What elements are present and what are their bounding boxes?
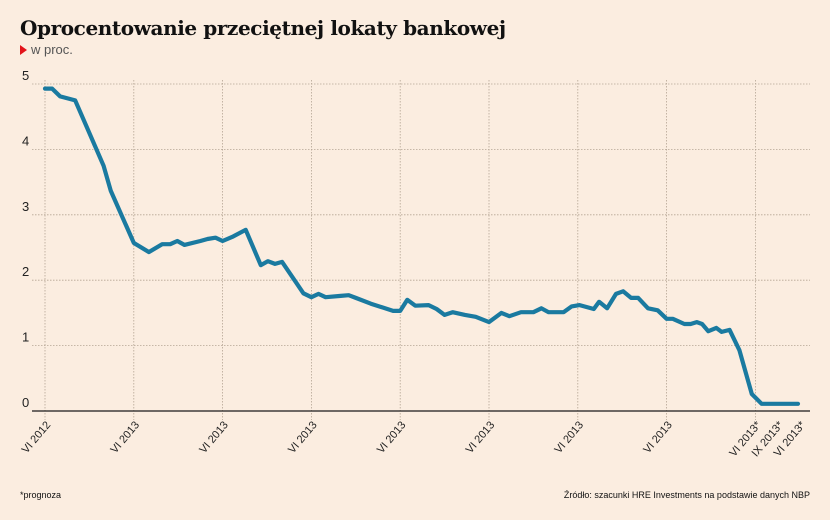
source-note: Źródło: szacunki HRE Investments na pods… [563, 490, 810, 500]
y-tick-label: 2 [22, 264, 29, 279]
chart-title: Oprocentowanie przeciętnej lokaty bankow… [20, 16, 506, 40]
red-triangle-icon [20, 44, 27, 55]
x-tick-label: VI 2012 [20, 419, 54, 456]
y-tick-label: 1 [22, 330, 29, 345]
unit-label: w proc. [31, 42, 73, 57]
y-tick-label: 0 [22, 395, 29, 410]
series-line [42, 86, 801, 406]
x-tick-label: VI 2013 [464, 419, 498, 456]
y-axis: 0 1 2 3 4 5 [22, 68, 29, 410]
x-tick-label: VI 2013 [641, 419, 675, 456]
x-tick-label: VI 2013 [375, 419, 409, 456]
y-tick-label: 3 [22, 199, 29, 214]
series-group [42, 86, 801, 406]
grid [32, 80, 810, 420]
x-tick-label: VI 2013 [286, 419, 320, 456]
footnote: *prognoza [20, 490, 62, 500]
chart-subtitle: w proc. [20, 42, 73, 57]
y-tick-label: 5 [22, 68, 29, 83]
x-axis: VI 2012 VI 2013 VI 2013 VI 2013 VI 2013 VI 20… [20, 419, 809, 460]
x-tick-label: VI 2013 [109, 419, 143, 456]
y-tick-label: 4 [22, 133, 29, 148]
x-tick-label: VI 2013 [553, 419, 587, 456]
x-tick-label: VI 2013 [197, 419, 231, 456]
